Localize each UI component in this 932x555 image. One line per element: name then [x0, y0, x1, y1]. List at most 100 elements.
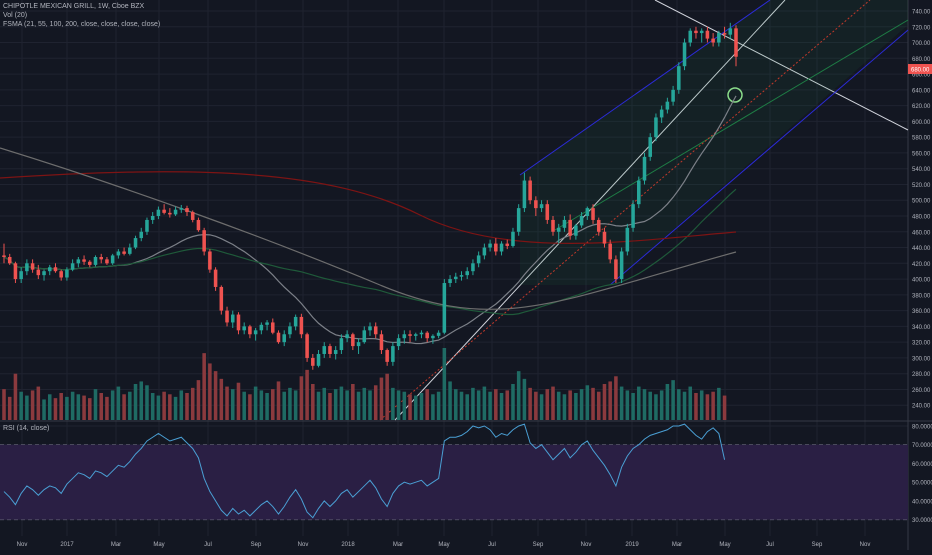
candle-body	[476, 255, 481, 264]
pitchfork-median[interactable]	[379, 0, 871, 421]
price-axis[interactable]: 240.00 260.00 280.00 300.00 320.00 340.00 360.…	[912, 10, 931, 410]
volume-bar	[505, 390, 510, 420]
candle-body	[293, 316, 298, 327]
candle-body	[516, 208, 521, 232]
candle-body	[539, 204, 544, 209]
volume-bar	[379, 377, 384, 420]
pitchfork-upper-line[interactable]	[519, 0, 771, 176]
time-tick-label: Jul	[766, 542, 774, 548]
candle	[413, 332, 418, 341]
candle	[190, 210, 195, 223]
candle-body	[608, 243, 612, 260]
candle	[373, 322, 378, 339]
candle	[116, 249, 121, 259]
candle	[76, 257, 81, 268]
volume-bar	[631, 393, 635, 420]
volume-bar	[311, 384, 315, 420]
volume-bar	[122, 394, 126, 420]
volume-bar	[345, 390, 349, 420]
pitchfork-lower-line[interactable]	[609, 29, 909, 286]
candle-body	[385, 350, 389, 362]
volume-bar	[391, 387, 395, 420]
candle	[168, 208, 172, 218]
candle	[688, 28, 693, 47]
candle	[248, 324, 252, 339]
candle	[619, 247, 624, 284]
volume-bar	[568, 390, 572, 420]
candle	[436, 330, 441, 339]
volume-bar	[522, 378, 527, 420]
legend-moving-average[interactable]: FSMA (21, 55, 100, 200, close, close, cl…	[3, 21, 161, 28]
trendline-up[interactable]	[394, 0, 786, 421]
highlight-circle[interactable]	[727, 87, 743, 103]
candle-body	[299, 316, 304, 335]
candle-body	[322, 346, 327, 354]
volume-bar	[253, 386, 258, 420]
candle	[677, 62, 681, 94]
time-axis[interactable]: Nov 2017 Mar May Jul Sep Nov 2018 Mar May Jul Sep No…	[17, 542, 871, 548]
candle-body	[671, 89, 675, 102]
candle	[133, 235, 138, 250]
candle	[230, 310, 235, 328]
trendline-down[interactable]	[654, 0, 909, 131]
candle-body	[59, 271, 63, 278]
pitchfork-inner-line[interactable]	[554, 19, 909, 231]
candle	[648, 133, 652, 161]
candle	[351, 332, 355, 351]
candle-body	[230, 314, 235, 323]
candle-body	[522, 180, 527, 209]
volume-bar	[619, 386, 624, 420]
candle-body	[619, 251, 624, 280]
candle-body	[65, 269, 69, 278]
volume-bar	[442, 348, 447, 420]
candle-body	[236, 314, 241, 331]
candle	[522, 172, 527, 213]
rsi-axis[interactable]: 30.0000 40.0000 50.0000 60.0000 70.0000 80.00…	[912, 425, 932, 525]
volume-bar	[476, 390, 481, 420]
candle-body	[156, 209, 161, 216]
candle	[728, 22, 733, 39]
rsi-line	[3, 423, 726, 519]
candle-body	[208, 251, 212, 270]
candle	[379, 330, 384, 354]
volume-bar	[2, 389, 6, 420]
volume-bar	[591, 387, 595, 420]
candle	[362, 326, 367, 344]
volume-bar	[76, 394, 81, 420]
candle-body	[185, 208, 189, 213]
candle	[608, 239, 612, 264]
volume-bar	[488, 391, 492, 420]
legend-symbol[interactable]: CHIPOTLE MEXICAN GRILL, 1W, Cboe BZX	[3, 3, 145, 10]
volume-bar	[288, 387, 292, 420]
candle	[671, 85, 675, 106]
candle-body	[728, 28, 733, 35]
time-tick-label: Mar	[111, 542, 121, 548]
legend-rsi[interactable]: RSI (14, close)	[3, 425, 50, 432]
volume-bar	[528, 387, 532, 420]
volume-bar	[459, 391, 464, 420]
candle	[110, 253, 115, 265]
volume-bar	[677, 389, 681, 420]
time-tick-label: Nov	[17, 542, 28, 548]
legend-volume[interactable]: Vol (20)	[3, 12, 28, 19]
volume-bar	[482, 386, 487, 420]
candle	[282, 330, 286, 347]
candle-body	[556, 227, 561, 232]
price-tick-label: 620.00	[912, 104, 931, 110]
candle	[711, 33, 715, 47]
candle	[156, 206, 161, 220]
volume-bar	[665, 384, 670, 420]
candle	[339, 334, 344, 354]
time-tick-label: May	[719, 542, 730, 548]
candle-body	[362, 330, 367, 343]
price-tick-label: 440.00	[912, 246, 931, 252]
volume-bar	[516, 371, 521, 420]
candle-body	[225, 310, 229, 323]
candle	[88, 260, 92, 268]
candle-body	[253, 330, 258, 335]
candle-body	[488, 243, 492, 248]
volume-bar	[236, 382, 241, 420]
volume-bar	[425, 389, 429, 420]
